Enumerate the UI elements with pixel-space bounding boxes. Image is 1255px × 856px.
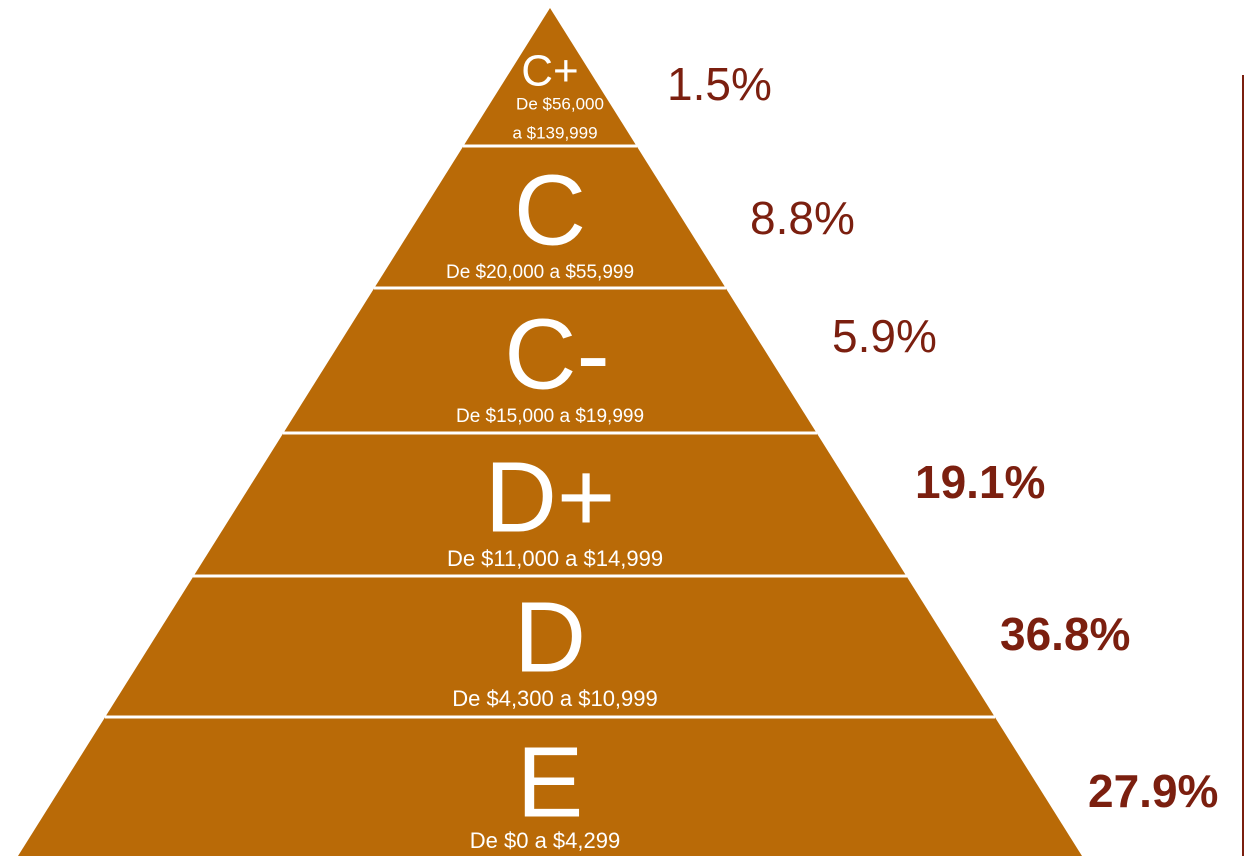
- level-share: 1.5%: [667, 58, 772, 110]
- level-range: De $15,000 a $19,999: [456, 406, 644, 427]
- level-name: C+: [521, 47, 578, 96]
- level-share: 8.8%: [750, 192, 855, 244]
- level-name: D+: [485, 441, 616, 553]
- level-range: De $0 a $4,299: [470, 828, 620, 853]
- level-range: De $11,000 a $14,999: [447, 546, 663, 571]
- level-range: a $139,999: [512, 123, 597, 142]
- level-range: De $56,000: [516, 94, 604, 113]
- level-name: C: [514, 154, 586, 266]
- level-share: 27.9%: [1088, 765, 1218, 817]
- level-range: De $4,300 a $10,999: [452, 686, 658, 711]
- level-share: 19.1%: [915, 456, 1045, 508]
- layer-dividers: [105, 144, 995, 719]
- level-range: De $20,000 a $55,999: [446, 262, 634, 283]
- level-name: D: [514, 581, 586, 693]
- level-name: E: [517, 726, 584, 838]
- level-name: C-: [504, 298, 610, 410]
- level-share: 36.8%: [1000, 608, 1130, 660]
- level-share: 5.9%: [832, 310, 937, 362]
